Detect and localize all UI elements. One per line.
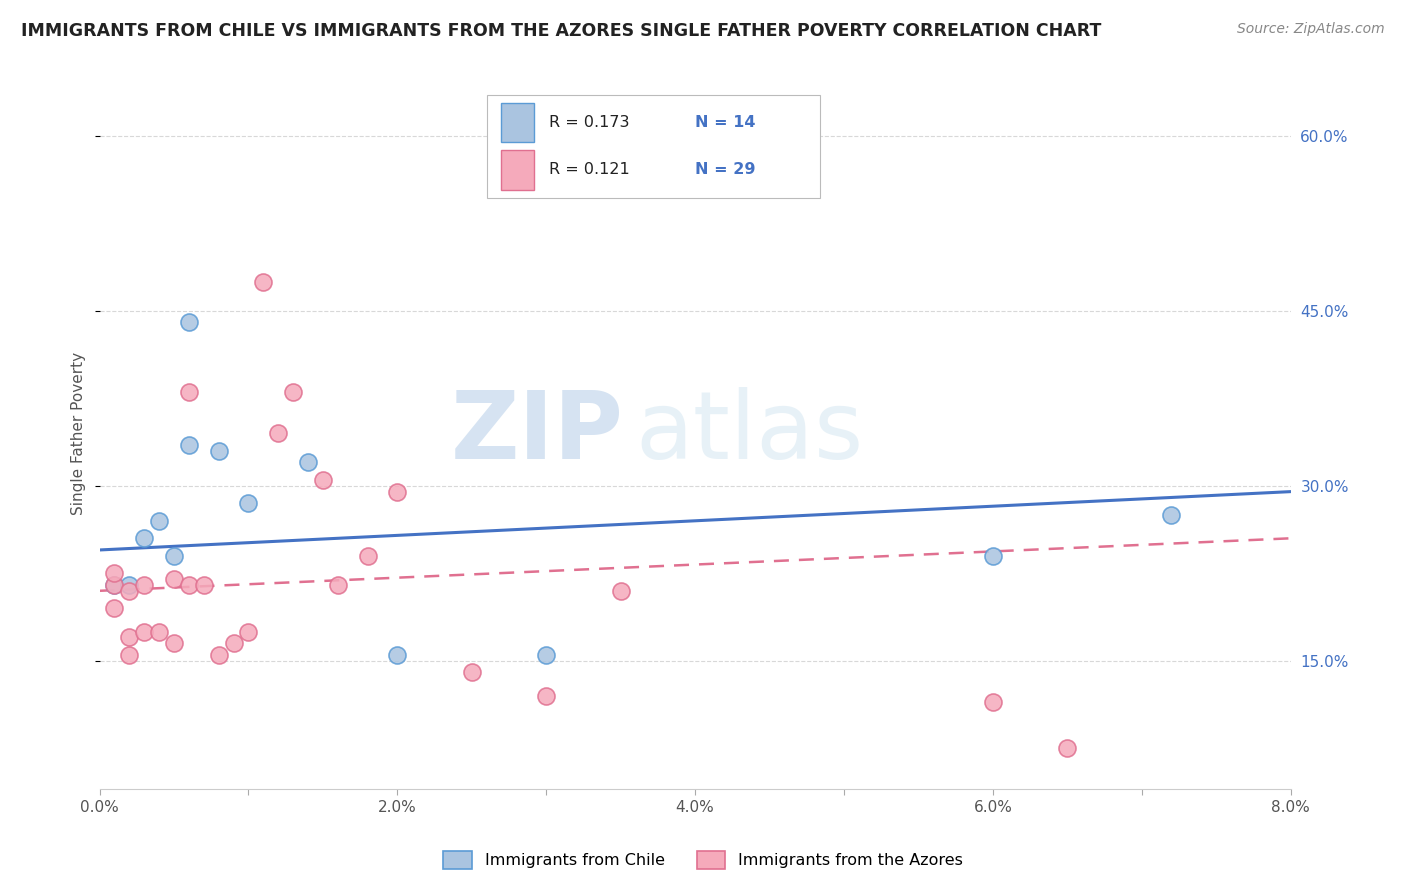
- Point: [177, 385, 200, 400]
- Point: [134, 578, 156, 592]
- FancyBboxPatch shape: [486, 95, 820, 198]
- Point: [163, 636, 186, 650]
- Text: N = 29: N = 29: [695, 162, 755, 178]
- Point: [118, 631, 141, 645]
- Point: [1160, 508, 1182, 522]
- Point: [177, 578, 200, 592]
- FancyBboxPatch shape: [501, 103, 534, 142]
- Text: IMMIGRANTS FROM CHILE VS IMMIGRANTS FROM THE AZORES SINGLE FATHER POVERTY CORREL: IMMIGRANTS FROM CHILE VS IMMIGRANTS FROM…: [21, 22, 1101, 40]
- Text: N = 14: N = 14: [695, 115, 755, 129]
- Point: [312, 473, 335, 487]
- Point: [238, 624, 260, 639]
- Point: [103, 578, 125, 592]
- Point: [326, 578, 349, 592]
- Point: [461, 665, 484, 680]
- Text: Source: ZipAtlas.com: Source: ZipAtlas.com: [1237, 22, 1385, 37]
- Point: [609, 583, 631, 598]
- Point: [134, 624, 156, 639]
- Point: [281, 385, 304, 400]
- Point: [148, 514, 170, 528]
- Point: [981, 695, 1004, 709]
- Point: [177, 438, 200, 452]
- Point: [267, 426, 290, 441]
- Point: [534, 689, 557, 703]
- Point: [163, 549, 186, 563]
- Point: [387, 648, 409, 662]
- Legend: Immigrants from Chile, Immigrants from the Azores: Immigrants from Chile, Immigrants from t…: [437, 845, 969, 875]
- Point: [297, 455, 319, 469]
- FancyBboxPatch shape: [501, 151, 534, 189]
- Point: [387, 484, 409, 499]
- Point: [177, 315, 200, 329]
- Point: [103, 566, 125, 581]
- Point: [1056, 741, 1078, 756]
- Text: R = 0.173: R = 0.173: [548, 115, 628, 129]
- Point: [118, 583, 141, 598]
- Point: [534, 648, 557, 662]
- Point: [252, 275, 274, 289]
- Text: R = 0.121: R = 0.121: [548, 162, 630, 178]
- Point: [163, 572, 186, 586]
- Point: [356, 549, 378, 563]
- Text: ZIP: ZIP: [451, 387, 624, 479]
- Y-axis label: Single Father Poverty: Single Father Poverty: [72, 351, 86, 515]
- Point: [208, 648, 231, 662]
- Point: [208, 443, 231, 458]
- Point: [134, 531, 156, 545]
- Point: [193, 578, 215, 592]
- Text: atlas: atlas: [636, 387, 863, 479]
- Point: [981, 549, 1004, 563]
- Point: [103, 601, 125, 615]
- Point: [238, 496, 260, 510]
- Point: [148, 624, 170, 639]
- Point: [103, 578, 125, 592]
- Point: [118, 648, 141, 662]
- Point: [222, 636, 245, 650]
- Point: [118, 578, 141, 592]
